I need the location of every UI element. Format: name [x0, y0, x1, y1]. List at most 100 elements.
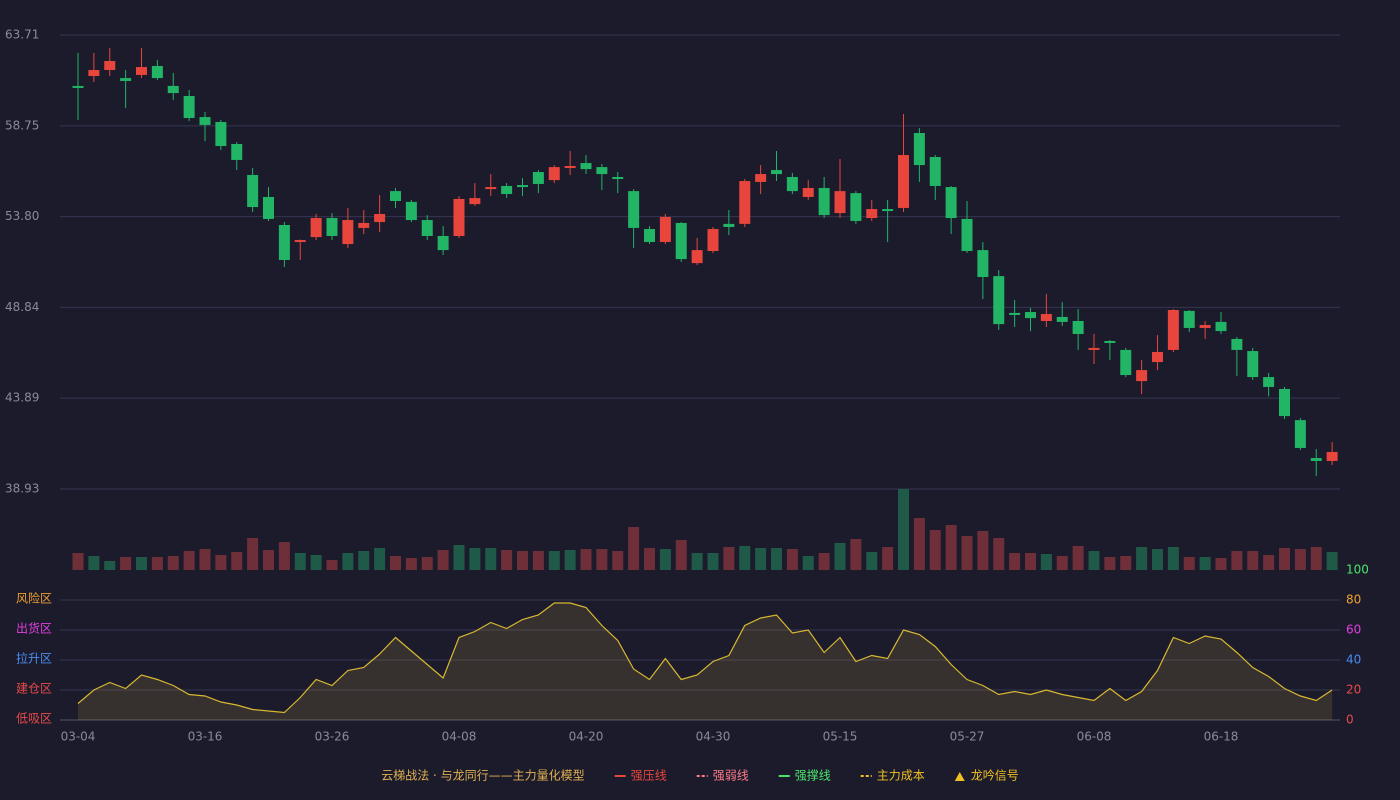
volume-bar: [326, 560, 338, 570]
indicator-tick-label: 60: [1346, 623, 1361, 637]
volume-bar: [263, 550, 274, 570]
candle-body: [628, 191, 640, 228]
volume-bar: [1072, 546, 1084, 570]
candle-body: [818, 187, 830, 216]
candle-body: [755, 174, 767, 182]
candle-body: [215, 122, 227, 147]
volume-bar: [501, 550, 513, 570]
volume-bar: [913, 518, 925, 570]
y-tick-label: 53.80: [5, 209, 39, 223]
candle-body: [1120, 349, 1132, 376]
x-tick-label: 03-04: [61, 730, 96, 744]
volume-bar: [358, 551, 370, 570]
candle-body: [517, 185, 528, 188]
candle-body: [1056, 316, 1068, 322]
volume-bar: [723, 547, 735, 570]
volume-bar: [1009, 553, 1021, 570]
volume-bar: [707, 553, 719, 570]
candle-body: [691, 250, 703, 264]
volume-bar: [1056, 556, 1068, 570]
candle-body: [1326, 451, 1338, 461]
y-tick-label: 58.75: [5, 118, 39, 132]
volume-bar: [675, 540, 687, 570]
volume-bar: [739, 546, 751, 570]
candle-body: [993, 276, 1005, 325]
volume-bar: [294, 553, 306, 570]
candle-body: [850, 193, 862, 221]
candle-body: [723, 223, 735, 228]
x-tick-label: 06-08: [1077, 730, 1112, 744]
volume-bar: [771, 548, 782, 570]
volume-bar: [453, 545, 465, 570]
candle-body: [1231, 338, 1243, 350]
candle-body: [310, 218, 322, 238]
volume-bar: [517, 551, 528, 570]
candle-body: [961, 218, 973, 252]
candle-body: [120, 78, 132, 81]
volume-bar: [136, 557, 147, 570]
zone-label: 拉升区: [16, 651, 52, 666]
volume-bar: [278, 542, 290, 570]
volume-bar: [929, 530, 941, 570]
y-tick-label: 63.71: [5, 28, 39, 42]
zone-label: 低吸区: [16, 712, 52, 726]
candle-body: [1279, 388, 1290, 417]
volume-bar: [786, 549, 798, 570]
candle-body: [1136, 370, 1148, 382]
candle-body: [1183, 310, 1195, 328]
candle-body: [231, 144, 243, 160]
volume-bar: [834, 543, 846, 570]
candle-body: [421, 220, 433, 236]
candle-body: [278, 224, 290, 260]
candle-body: [326, 218, 338, 236]
candle-body: [675, 222, 687, 260]
volume-bar: [342, 553, 354, 570]
candle-body: [707, 229, 719, 252]
candle-body: [1009, 312, 1021, 315]
volume-bar: [977, 531, 989, 570]
zone-label: 风险区: [16, 591, 52, 606]
volume-bar: [802, 556, 814, 570]
volume-bar: [691, 553, 703, 570]
legend-icon: [954, 772, 965, 781]
volume-bar: [199, 549, 211, 570]
volume-bar: [485, 548, 497, 570]
candle-body: [945, 187, 957, 219]
indicator-tick-label: 80: [1346, 593, 1361, 607]
candle-body: [834, 191, 846, 214]
volume-bar: [1263, 555, 1275, 570]
volume-bar: [390, 556, 401, 570]
volume-bar: [850, 539, 862, 570]
candle-body: [294, 240, 306, 243]
volume-bar: [183, 551, 195, 570]
candle-body: [104, 61, 116, 70]
volume-bar: [151, 557, 163, 570]
volume-bar: [247, 538, 259, 570]
volume-bar: [1294, 549, 1306, 570]
volume-bar: [1199, 557, 1211, 570]
candle-body: [151, 65, 163, 79]
candle-body: [1040, 314, 1052, 321]
legend-label: 龙吟信号: [971, 768, 1019, 783]
volume-bar: [1231, 551, 1243, 570]
volume-bar: [644, 548, 655, 570]
indicator-tick-label: 0: [1346, 713, 1354, 727]
candle-body: [1294, 420, 1306, 448]
indicator-tick-label: 20: [1346, 683, 1361, 697]
candle-body: [136, 67, 147, 75]
candle-body: [1104, 340, 1116, 343]
candle-body: [532, 172, 544, 184]
volume-bar: [1310, 547, 1322, 570]
candle-body: [453, 198, 465, 236]
indicator-line: [77, 602, 1333, 714]
candle-body: [1215, 321, 1227, 332]
volume-bar: [596, 549, 608, 570]
volume-bar: [1136, 547, 1148, 570]
candle-body: [659, 216, 671, 243]
candle-body: [913, 133, 925, 166]
indicator-tick-label: 40: [1346, 653, 1361, 667]
x-tick-label: 04-30: [696, 730, 731, 744]
volume-bar: [898, 489, 909, 570]
volume-bar: [564, 550, 576, 570]
